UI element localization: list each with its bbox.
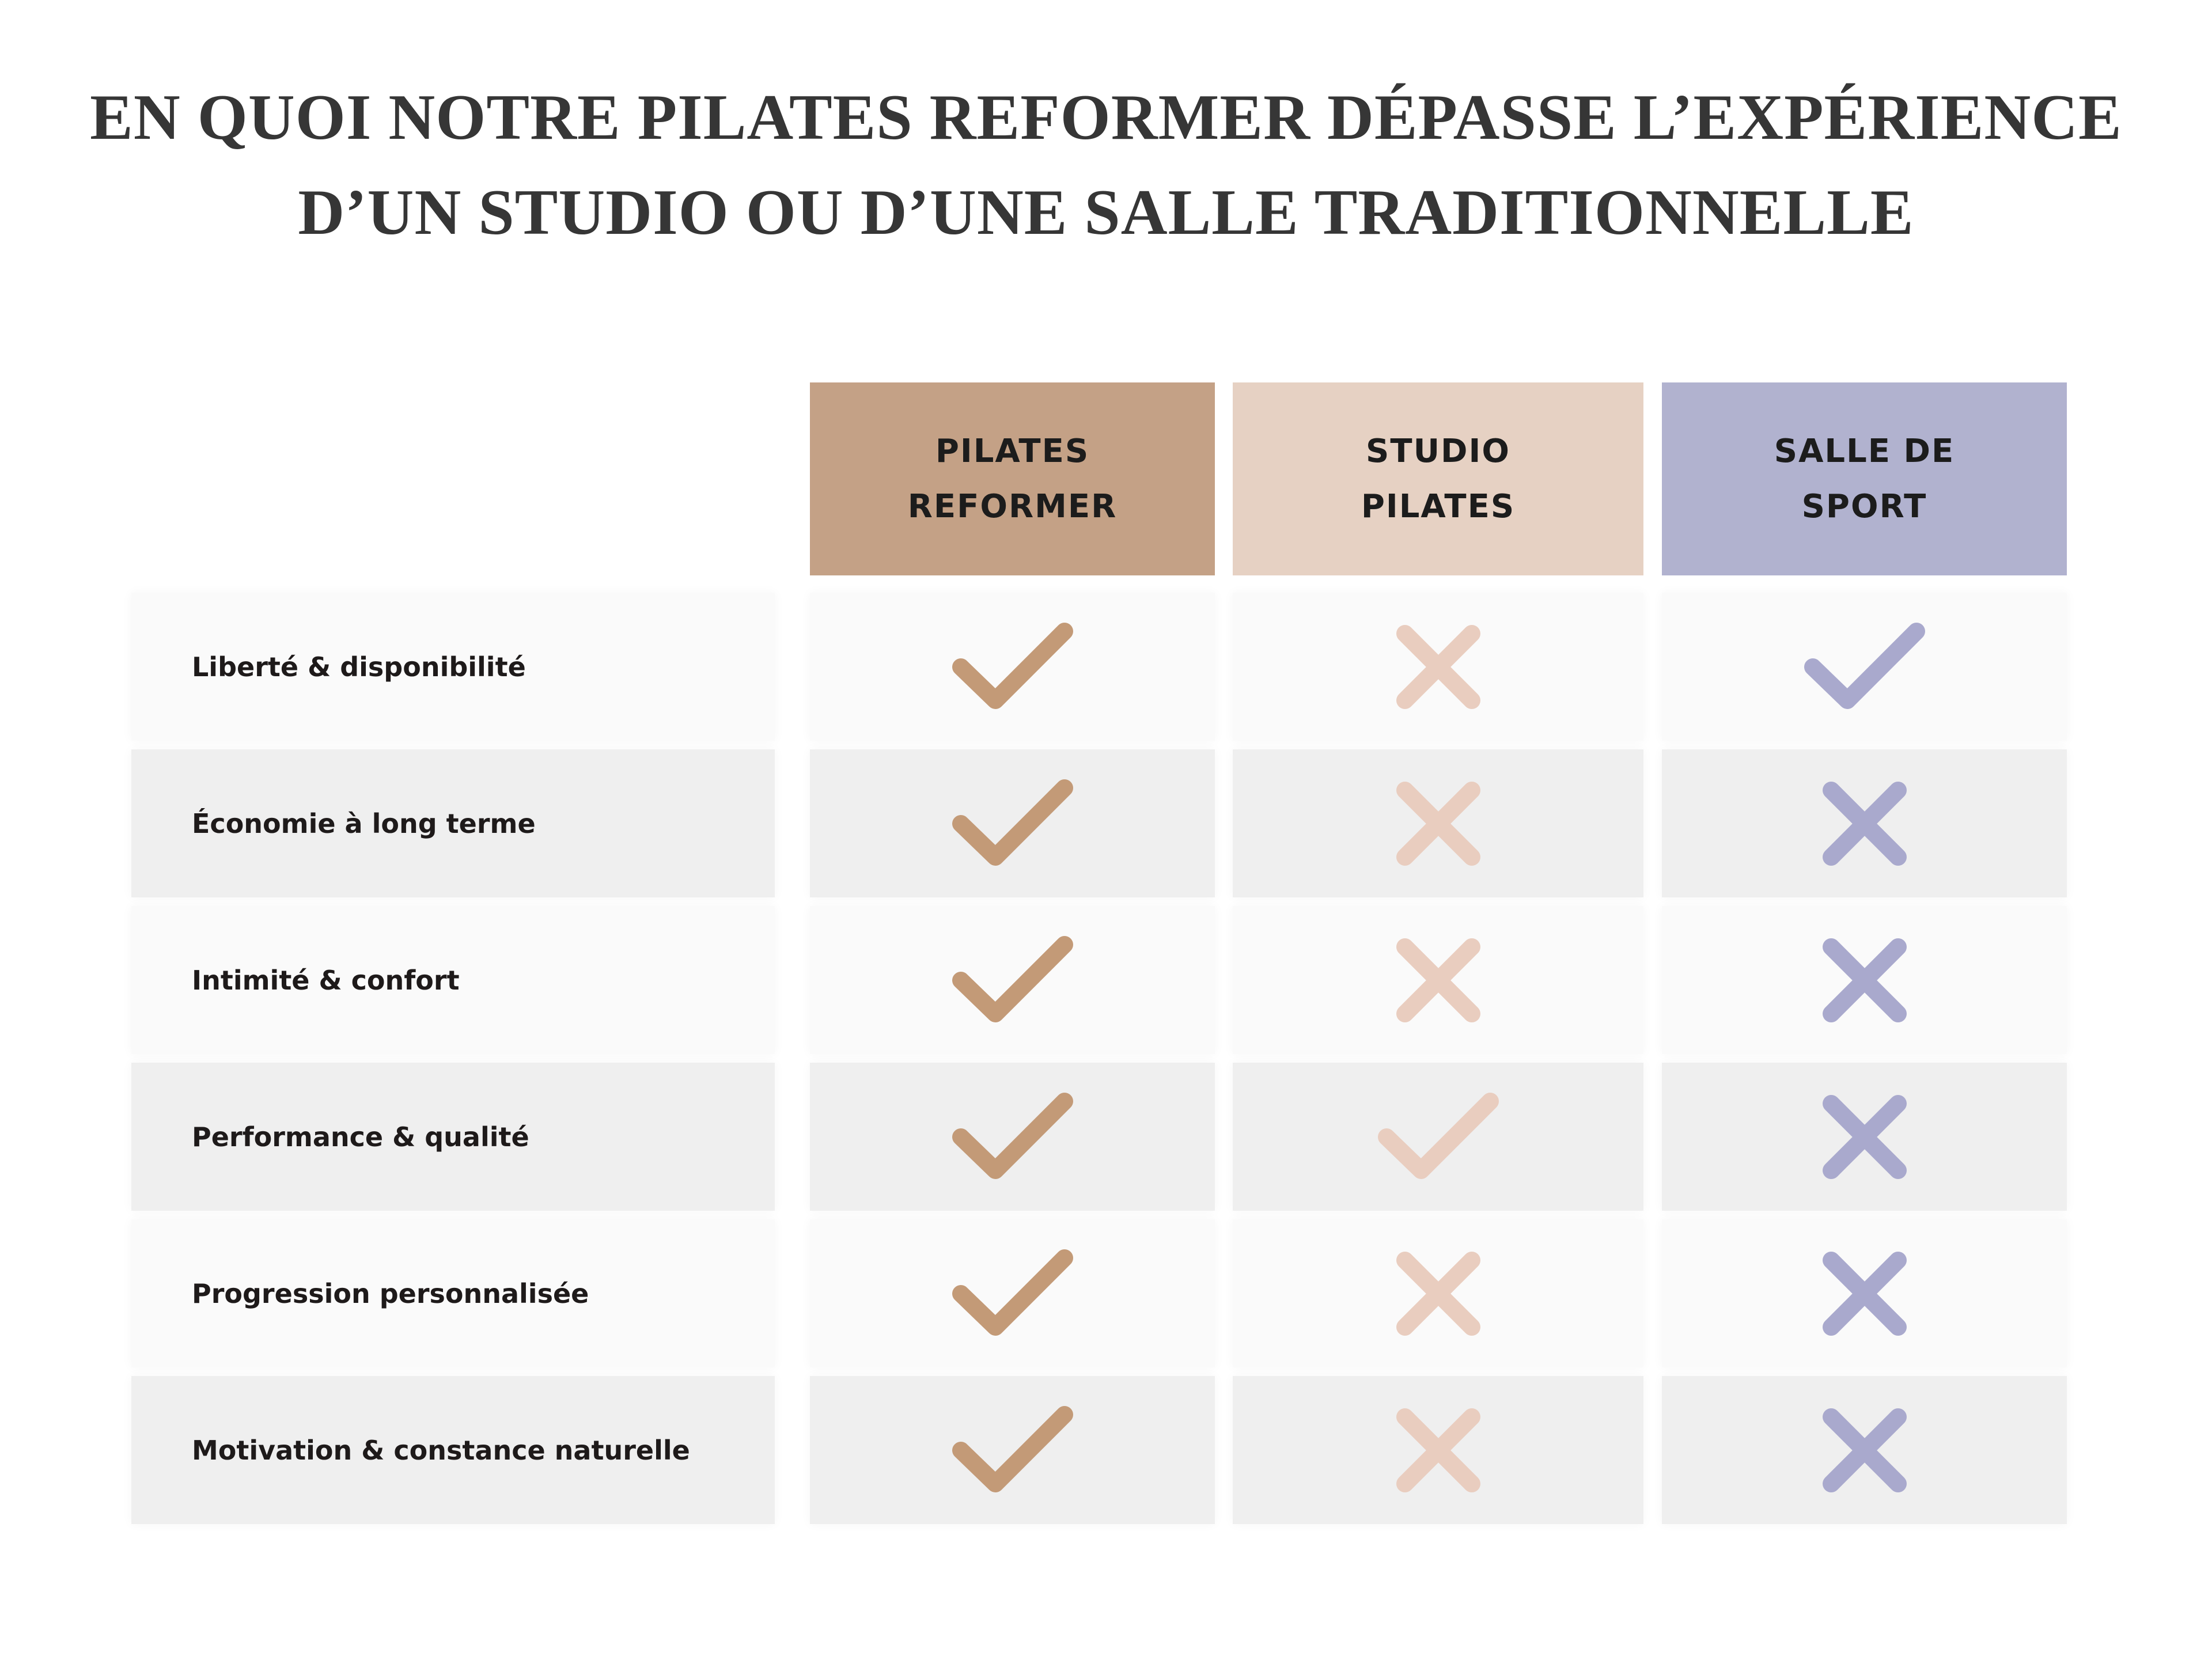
cross-mark [1822,1251,1907,1336]
check-mark [952,779,1073,866]
cross-mark [1396,781,1480,866]
check-mark [952,622,1073,709]
icon [1822,938,1907,1022]
icon [1822,1094,1907,1179]
cell [1233,593,1643,741]
check-mark [952,1249,1073,1336]
icon [952,779,1073,866]
column-header: STUDIO PILATES [1233,382,1643,575]
title-line: D’UN STUDIO OU D’UNE SALLE TRADITIONNELL… [298,177,1914,248]
cell [810,593,1215,741]
row-label: Performance & qualité [131,1063,775,1211]
cell [1662,1219,2067,1367]
cross-mark [1396,938,1480,1022]
cross-mark [1396,1408,1480,1492]
check-mark [952,935,1073,1022]
cell [1662,749,2067,897]
cell [1662,1063,2067,1211]
icon [1377,1092,1499,1179]
title-line: EN QUOI NOTRE PILATES REFORMER DÉPASSE L… [90,82,2122,153]
cross-mark [1396,1251,1480,1336]
cell [810,749,1215,897]
check-mark [1377,1092,1499,1179]
cell [1662,1376,2067,1524]
icon [952,622,1073,709]
cell [1233,1063,1643,1211]
cross-mark [1822,938,1907,1022]
row-label: Motivation & constance naturelle [131,1376,775,1524]
icon [952,1405,1073,1492]
cell [1233,1219,1643,1367]
row-label: Progression personnalisée [131,1219,775,1367]
icon [1396,624,1480,709]
icon [1396,1251,1480,1336]
icon [1396,781,1480,866]
icon [1804,622,1925,709]
row-label: Économie à long terme [131,749,775,897]
icon [1396,938,1480,1022]
cell [810,1063,1215,1211]
icon [1822,781,1907,866]
cross-mark [1822,781,1907,866]
icon [952,1249,1073,1336]
icon [952,935,1073,1022]
icon [1822,1408,1907,1492]
cell [1233,749,1643,897]
column-header: SALLE DE SPORT [1662,382,2067,575]
cross-mark [1822,1094,1907,1179]
cell [810,1219,1215,1367]
row-label: Liberté & disponibilité [131,593,775,741]
cell [1662,593,2067,741]
cell [1233,906,1643,1054]
cell [1662,906,2067,1054]
cell [810,906,1215,1054]
icon [1822,1251,1907,1336]
cross-mark [1822,1408,1907,1492]
column-header: PILATES REFORMER [810,382,1215,575]
check-mark [952,1405,1073,1492]
cell [1233,1376,1643,1524]
cell [810,1376,1215,1524]
check-mark [1804,622,1925,709]
row-label: Intimité & confort [131,906,775,1054]
icon [952,1092,1073,1179]
icon [1396,1408,1480,1492]
check-mark [952,1092,1073,1179]
cross-mark [1396,624,1480,709]
